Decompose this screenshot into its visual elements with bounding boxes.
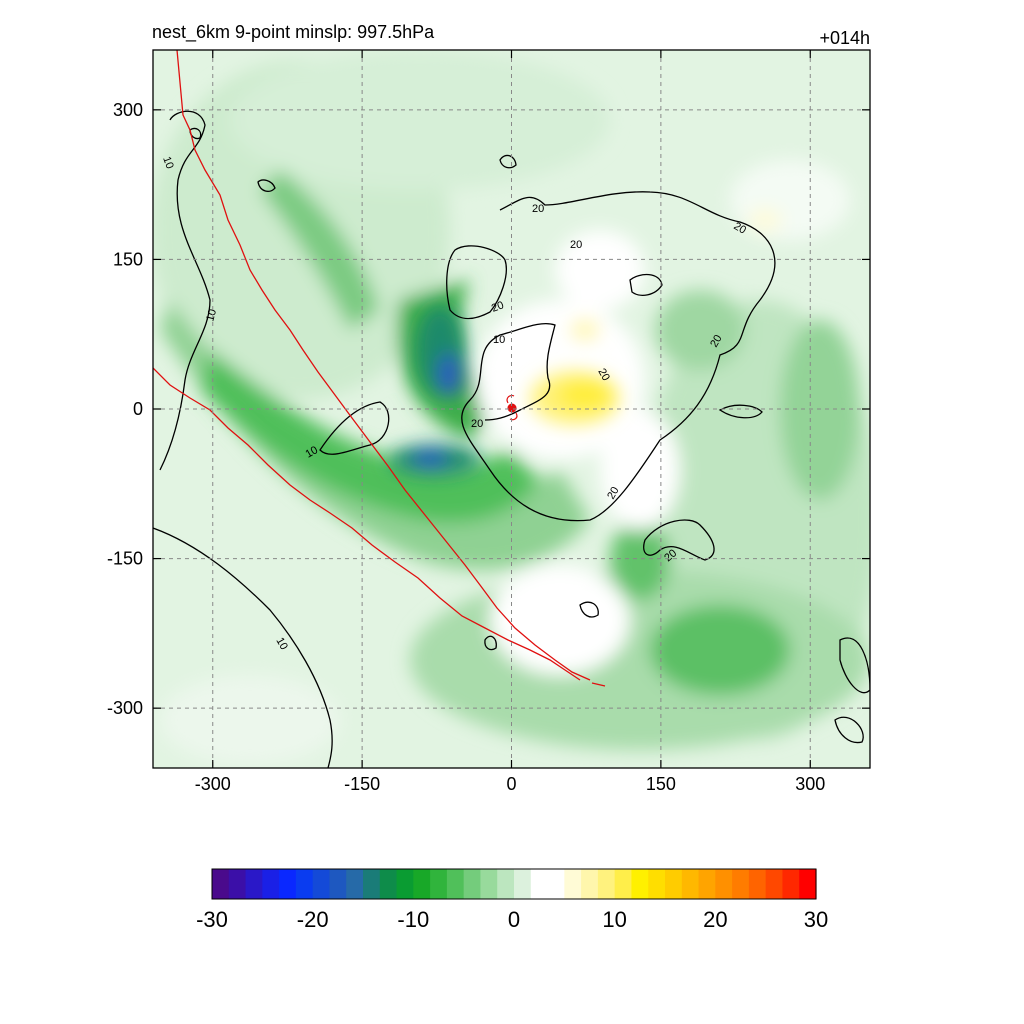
svg-text:10: 10 bbox=[304, 444, 321, 461]
colorbar-swatch bbox=[363, 869, 381, 899]
x-tick-label: 300 bbox=[795, 774, 825, 794]
colorbar-swatch bbox=[295, 869, 314, 899]
y-tick-label: -150 bbox=[107, 549, 143, 569]
colorbar-swatch bbox=[748, 869, 767, 899]
colorbar-swatch bbox=[413, 869, 431, 899]
colorbar-swatch bbox=[463, 869, 482, 899]
svg-text:20: 20 bbox=[708, 333, 725, 350]
colorbar-swatch bbox=[228, 869, 247, 899]
colorbar-swatch bbox=[530, 869, 549, 899]
chart-title: nest_6km 9-point minslp: 997.5hPa bbox=[152, 22, 435, 42]
colorbar-swatch bbox=[715, 869, 733, 899]
colorbar-swatch bbox=[329, 869, 347, 899]
svg-text:20: 20 bbox=[532, 203, 544, 215]
colorbar-tick-label: -10 bbox=[397, 907, 429, 932]
y-tick-label: 300 bbox=[113, 100, 143, 120]
svg-text:20: 20 bbox=[471, 418, 483, 430]
colorbar-swatch bbox=[212, 869, 230, 899]
svg-text:20: 20 bbox=[595, 367, 612, 384]
x-tick-label: -150 bbox=[344, 774, 380, 794]
svg-text:20: 20 bbox=[490, 299, 506, 314]
axes: -300 -150 0 150 300 -300 -150 0 150 300 bbox=[107, 50, 870, 794]
svg-text:10: 10 bbox=[273, 636, 290, 653]
colorbar-swatch bbox=[698, 869, 716, 899]
colorbar-swatch bbox=[547, 869, 565, 899]
colorbar-tick-label: 30 bbox=[804, 907, 828, 932]
colorbar-tick-label: 0 bbox=[508, 907, 520, 932]
colorbar-swatch bbox=[799, 869, 817, 899]
svg-text:10: 10 bbox=[160, 155, 175, 171]
colorbar-tick-label: -20 bbox=[297, 907, 329, 932]
colorbar-swatch bbox=[732, 869, 750, 899]
x-tick-label: 0 bbox=[506, 774, 516, 794]
colorbar-tick-label: 20 bbox=[703, 907, 727, 932]
colorbar-swatch bbox=[430, 869, 448, 899]
x-tick-label: 150 bbox=[646, 774, 676, 794]
y-tick-label: 0 bbox=[133, 399, 143, 419]
shaded-field: 10 10 10 10 10 20 20 20 20 20 20 20 20 2… bbox=[153, 50, 870, 768]
svg-text:20: 20 bbox=[570, 239, 582, 251]
colorbar-swatch bbox=[245, 869, 263, 899]
colorbar-swatch bbox=[681, 869, 700, 899]
colorbar-swatch bbox=[514, 869, 532, 899]
svg-text:10: 10 bbox=[493, 334, 505, 346]
x-tick-label: -300 bbox=[195, 774, 231, 794]
colorbar-swatch bbox=[379, 869, 398, 899]
colorbar-swatch bbox=[597, 869, 616, 899]
colorbar-swatch bbox=[564, 869, 582, 899]
forecast-hour-label: +014h bbox=[819, 28, 870, 48]
colorbar-swatch bbox=[312, 869, 331, 899]
colorbar-swatch bbox=[497, 869, 515, 899]
colorbar-swatch bbox=[346, 869, 364, 899]
colorbar-swatch bbox=[782, 869, 800, 899]
colorbar-swatch bbox=[648, 869, 666, 899]
colorbar-frame bbox=[211, 868, 817, 900]
y-tick-label: -300 bbox=[107, 698, 143, 718]
colorbar-swatch bbox=[581, 869, 599, 899]
colorbar-swatch bbox=[765, 869, 784, 899]
y-tick-label: 150 bbox=[113, 249, 143, 269]
colorbar-swatch bbox=[665, 869, 683, 899]
colorbar-swatch bbox=[631, 869, 649, 899]
svg-text:10: 10 bbox=[204, 308, 219, 323]
colorbar-swatch bbox=[480, 869, 498, 899]
colorbar-tick-label: 10 bbox=[602, 907, 626, 932]
colorbar-swatch bbox=[396, 869, 414, 899]
colorbar-tick-label: -30 bbox=[196, 907, 228, 932]
colorbar-swatch bbox=[614, 869, 633, 899]
colorbar-swatch bbox=[262, 869, 280, 899]
colorbar: -30 -20 -10 0 10 20 30 bbox=[196, 868, 828, 932]
colorbar-swatch bbox=[446, 869, 465, 899]
colorbar-swatch bbox=[279, 869, 297, 899]
svg-text:20: 20 bbox=[732, 220, 749, 237]
svg-text:20: 20 bbox=[605, 485, 622, 502]
